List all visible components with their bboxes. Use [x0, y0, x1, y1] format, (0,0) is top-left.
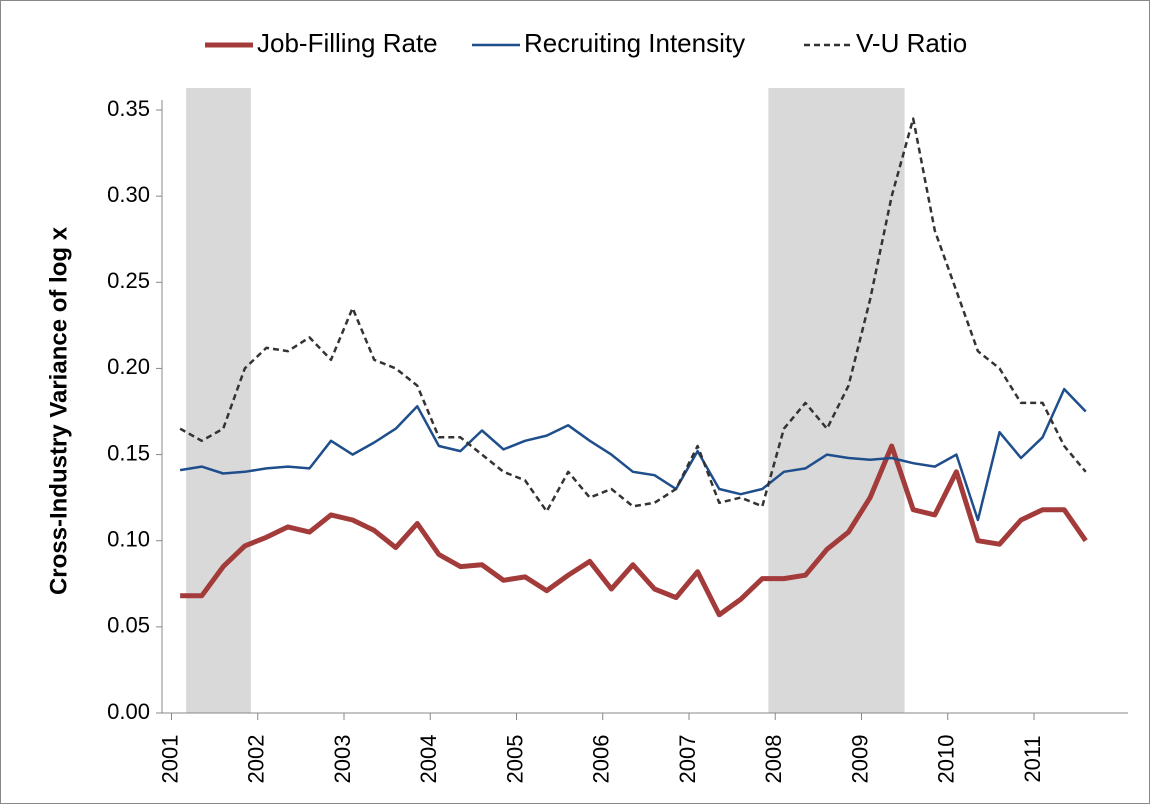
x-tick-label: 2004 [416, 735, 441, 784]
legend-label: V-U Ratio [856, 28, 967, 58]
recession-shade [768, 88, 905, 713]
x-tick-label: 2011 [1020, 735, 1045, 782]
x-tick-label: 2007 [675, 735, 700, 784]
x-tick-label: 2009 [847, 735, 872, 784]
y-axis-label: Cross-Industry Variance of log x [45, 226, 72, 595]
series-line [180, 443, 1088, 618]
x-tick-label: 2003 [330, 735, 355, 784]
y-tick-label: 0.30 [107, 182, 150, 207]
x-tick-label: 2008 [761, 735, 786, 784]
y-tick-label: 0.15 [107, 440, 150, 465]
y-tick-label: 0.10 [107, 527, 150, 552]
y-tick-label: 0.25 [107, 268, 150, 293]
x-tick-label: 2005 [502, 735, 527, 784]
x-tick-label: 2002 [244, 735, 269, 784]
y-tick-label: 0.35 [107, 96, 150, 121]
y-tick-label: 0.05 [107, 613, 150, 638]
legend-label: Recruiting Intensity [524, 28, 745, 58]
legend-label: Job-Filling Rate [257, 28, 438, 58]
x-tick-label: 2010 [934, 735, 959, 784]
series-line [179, 117, 1087, 513]
y-tick-label: 0.20 [107, 354, 150, 379]
x-tick-label: 2001 [157, 735, 182, 784]
y-tick-label: 0.00 [107, 699, 150, 724]
x-tick-label: 2006 [589, 735, 614, 784]
recession-shade [186, 88, 251, 713]
series-line [179, 387, 1087, 522]
